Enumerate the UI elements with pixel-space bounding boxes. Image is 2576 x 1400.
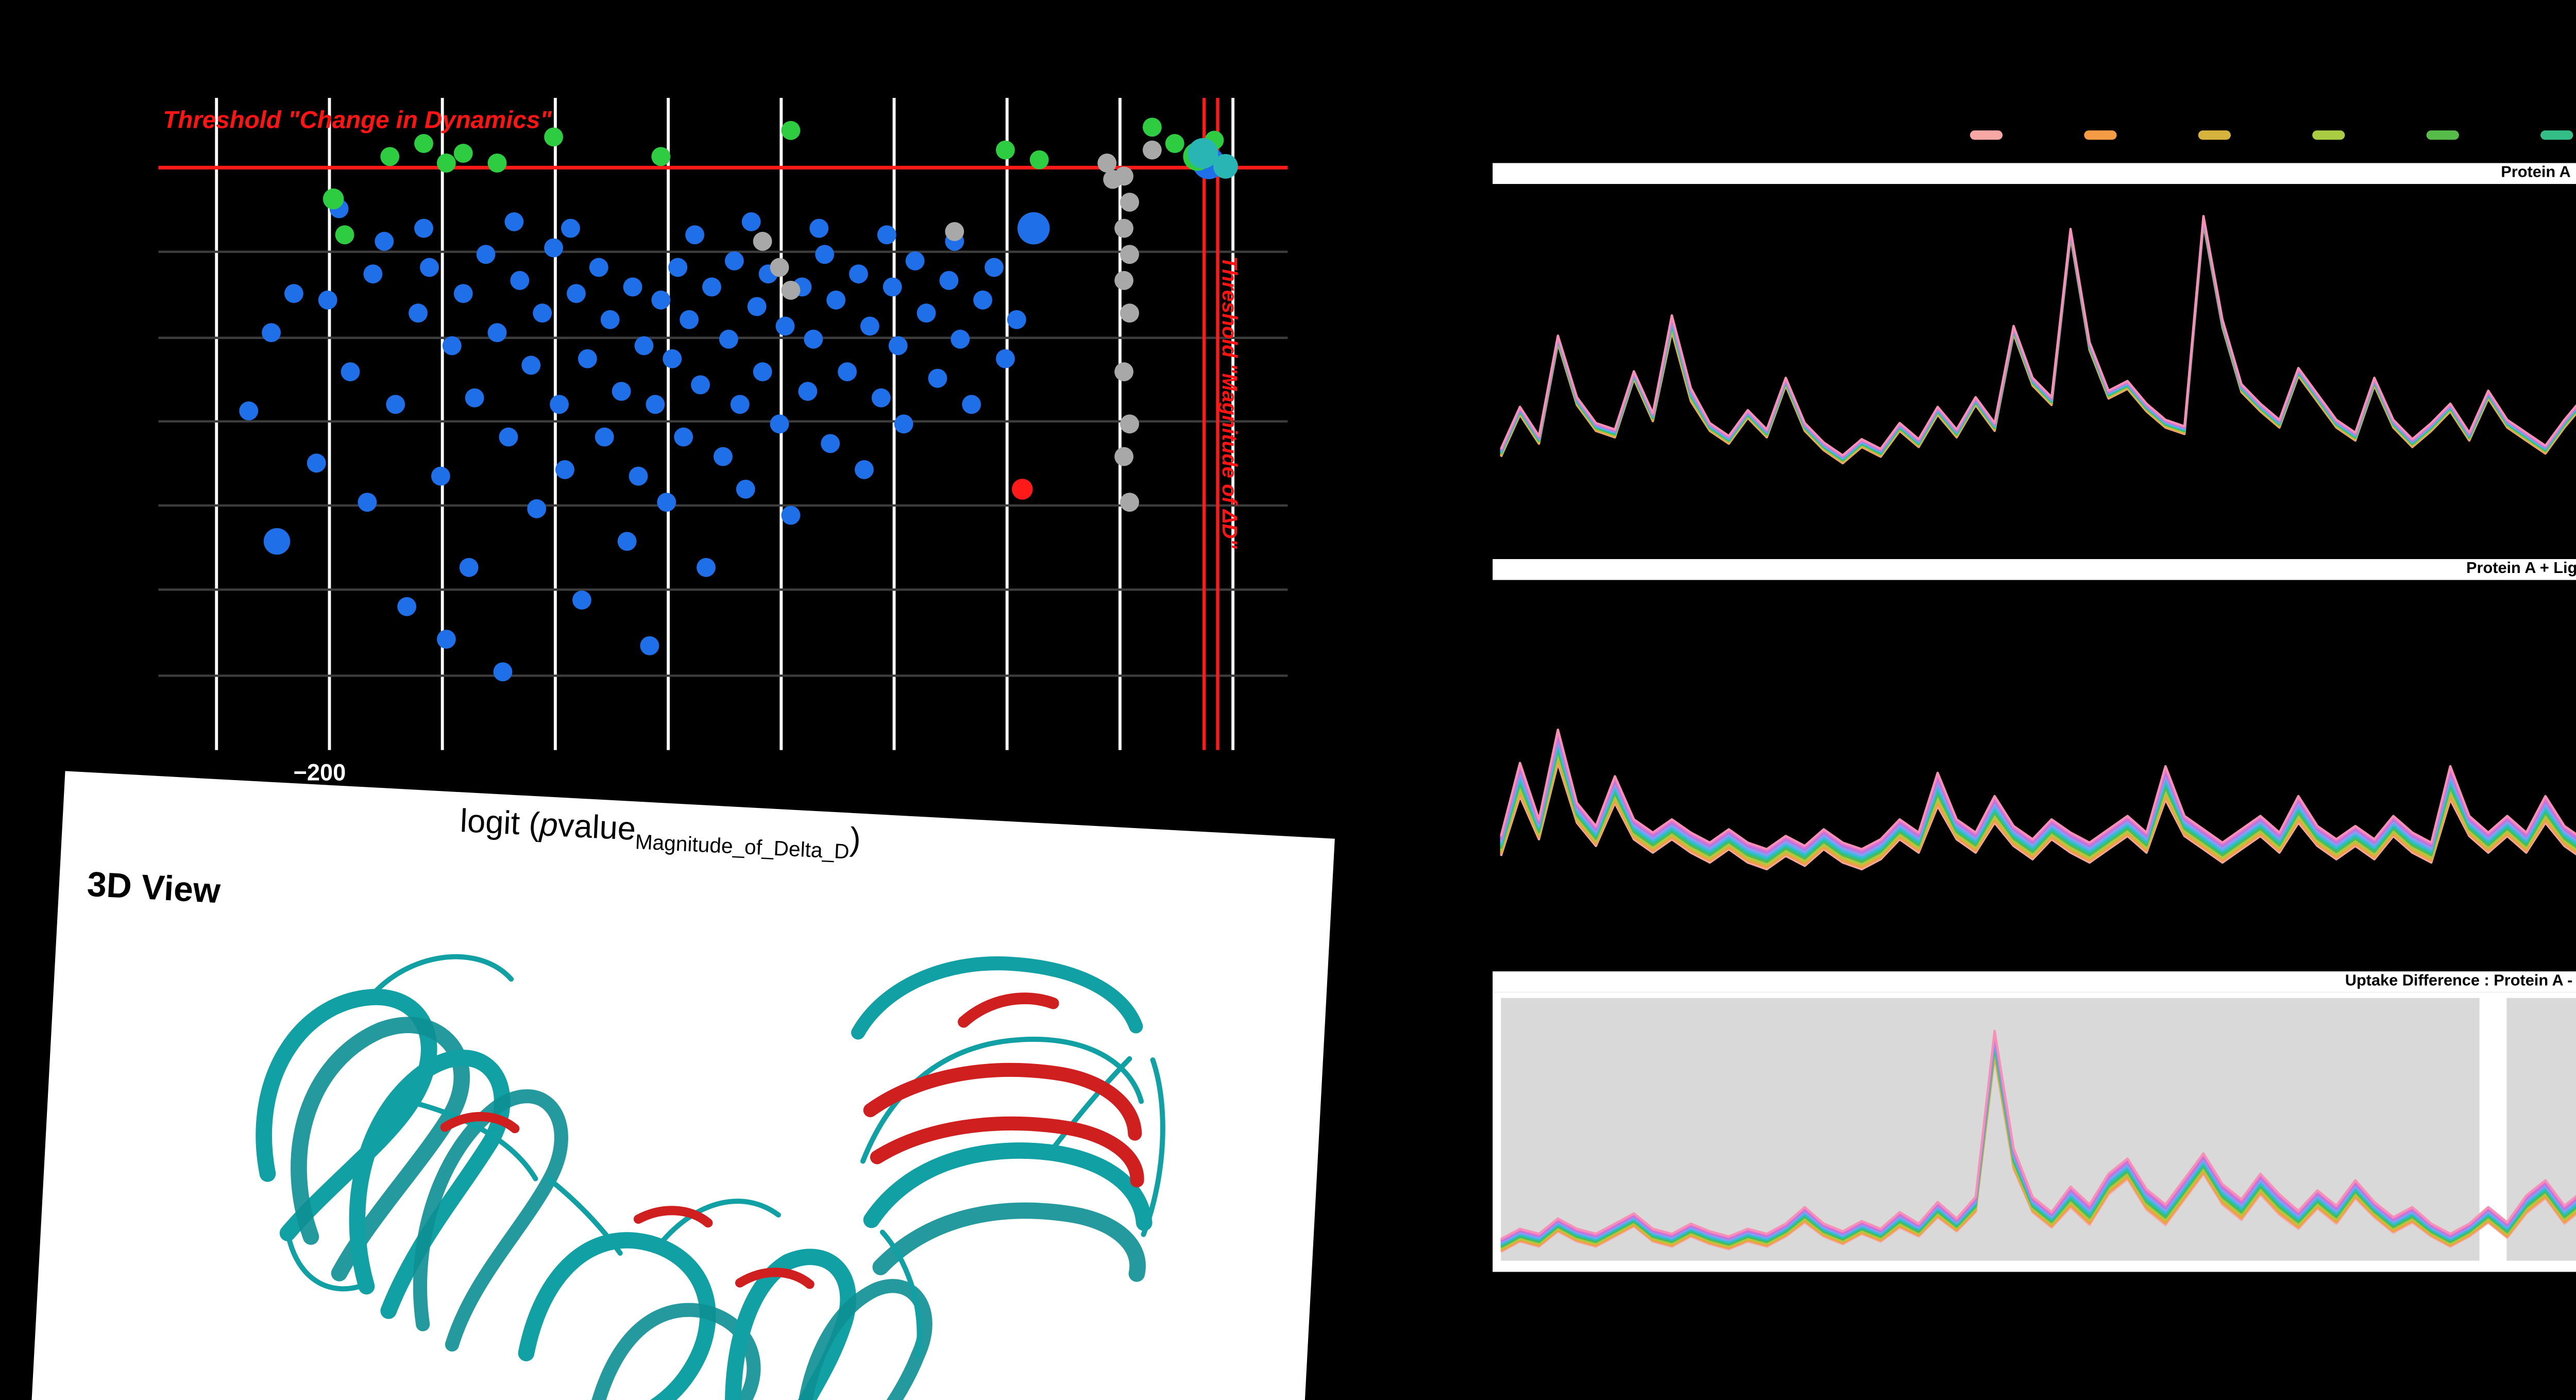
panel-title-protein-a-ligand: Protein A + Ligand [1493,559,2576,580]
protein-ribbon-teal [256,954,1165,1400]
legend-swatch-1[interactable] [1970,130,2003,139]
uptake-panel-protein-a: Protein A [1493,163,2576,538]
uptake-difference-chart[interactable] [1493,992,2576,1272]
protein-ribbon-view[interactable] [28,771,1334,1400]
legend-swatch-2[interactable] [2084,130,2117,139]
volcano-plot-panel: Threshold "Change in Dynamics" Threshold… [158,98,1287,750]
legend-swatch-5[interactable] [2426,130,2459,139]
uptake-difference-panel: Uptake Difference : Protein A - (Protein… [1493,971,2576,1272]
axis-label-prefix: logit ( [459,801,541,842]
panel-title-protein-a: Protein A [1493,163,2576,184]
timepoint-legend [1970,130,2576,139]
uptake-chart-protein-a-ligand[interactable] [1493,580,2576,943]
volcano-scatter-chart[interactable] [158,98,1287,750]
structure-3d-panel[interactable]: 3D View [27,771,1335,1400]
uptake-chart-protein-a[interactable] [1493,184,2576,538]
legend-swatch-3[interactable] [2198,130,2231,139]
protein-ribbon-red-highlights [440,992,1144,1289]
x-axis-tick: −200 [293,762,346,788]
threshold-change-in-dynamics-label: Threshold "Change in Dynamics" [163,107,552,136]
axis-label-suffix: ) [849,819,862,858]
legend-swatch-6[interactable] [2540,130,2573,139]
panel-title-uptake-difference: Uptake Difference : Protein A - (Protein… [1493,971,2576,992]
threshold-magnitude-label: Threshold "Magnitude of ΔD" [1217,256,1242,549]
legend-swatch-4[interactable] [2312,130,2345,139]
structure-3d-title: 3D View [86,865,222,913]
axis-label-p: p [539,805,559,844]
axis-label-value: value [557,806,637,847]
uptake-panel-protein-a-ligand: Protein A + Ligand [1493,559,2576,943]
